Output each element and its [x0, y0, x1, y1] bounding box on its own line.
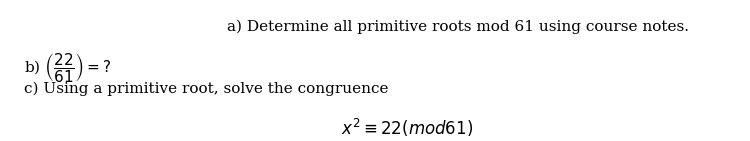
Text: a) Determine all primitive roots mod 61 using course notes.: a) Determine all primitive roots mod 61 … — [227, 20, 689, 34]
Text: c) Using a primitive root, solve the congruence: c) Using a primitive root, solve the con… — [23, 82, 388, 96]
Text: $x^2 \equiv 22(mod61)$: $x^2 \equiv 22(mod61)$ — [340, 117, 473, 139]
Text: b) $\left(\dfrac{22}{61}\right) =?$: b) $\left(\dfrac{22}{61}\right) =?$ — [23, 51, 111, 84]
